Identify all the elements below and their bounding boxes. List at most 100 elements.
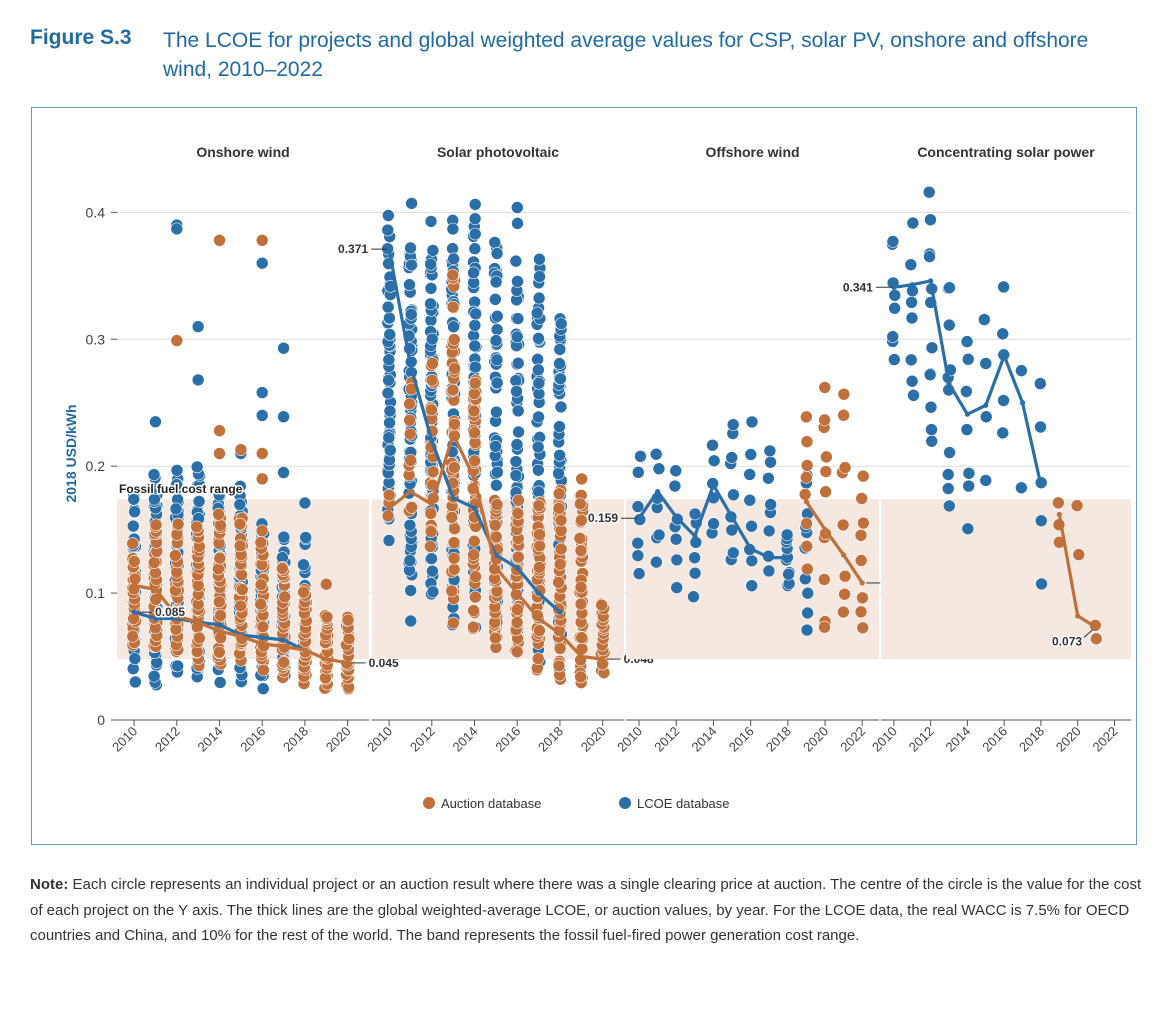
lcoe-project-point (924, 213, 937, 226)
lcoe-project-point (800, 623, 814, 637)
auction-result-point (405, 501, 418, 514)
lcoe-project-point (925, 434, 939, 448)
auction-result-point (403, 427, 417, 441)
lcoe-weighted-average-line-marker (1038, 482, 1044, 488)
auction-weighted-average-line-marker (345, 660, 351, 666)
lcoe-project-point (996, 327, 1010, 341)
auction-result-point (489, 631, 502, 645)
auction-weighted-average-line-marker (1093, 624, 1099, 630)
lcoe-project-point (490, 405, 503, 419)
lcoe-project-point (707, 454, 721, 468)
x-tick-label: 2014 (942, 724, 973, 755)
auction-result-point (445, 584, 459, 598)
auction-weighted-average-line-marker (822, 527, 828, 533)
lcoe-project-point (255, 256, 269, 270)
lcoe-project-point (631, 466, 645, 479)
lcoe-project-point (447, 320, 460, 334)
auction-result-point (510, 616, 524, 629)
lcoe-project-point (886, 235, 900, 248)
auction-result-point (426, 465, 440, 479)
lcoe-weighted-average-line-marker (655, 488, 661, 495)
value-annotation: 0.341 (843, 280, 873, 294)
lcoe-project-point (191, 320, 205, 333)
x-tick-label: 2012 (407, 724, 438, 755)
auction-result-point (552, 502, 566, 515)
auction-result-point (171, 517, 185, 531)
auction-result-point (382, 488, 396, 502)
lcoe-project-point (925, 341, 939, 355)
x-tick-label: 2010 (869, 724, 900, 755)
lcoe-project-point (190, 460, 204, 474)
x-tick-label: 2010 (109, 724, 140, 755)
lcoe-project-point (510, 385, 523, 398)
lcoe-weighted-average-line-marker (766, 554, 772, 561)
auction-result-point (819, 485, 832, 499)
auction-result-point (554, 513, 568, 527)
lcoe-project-point (997, 280, 1010, 294)
auction-result-point (837, 387, 851, 401)
lcoe-project-point (745, 579, 759, 593)
auction-result-point (1052, 496, 1065, 510)
auction-result-point (552, 659, 566, 673)
lcoe-project-point (383, 443, 397, 457)
lcoe-project-point (532, 387, 546, 401)
auction-result-point (254, 536, 268, 549)
lcoe-project-point (997, 394, 1010, 407)
auction-weighted-average-line-marker (386, 505, 392, 511)
auction-weighted-average-line-marker (407, 488, 414, 495)
auction-result-point (855, 492, 868, 505)
auction-result-point (424, 540, 437, 553)
auction-result-point (233, 517, 247, 531)
auction-result-point (857, 516, 870, 530)
lcoe-project-point (745, 519, 758, 533)
lcoe-project-point (943, 281, 956, 295)
lcoe-project-point (404, 584, 417, 597)
lcoe-project-point (170, 464, 184, 477)
lcoe-project-point (923, 250, 936, 263)
lcoe-project-point (447, 252, 460, 266)
auction-weighted-average-line-marker (302, 647, 308, 653)
lcoe-project-point (511, 356, 525, 370)
lcoe-weighted-average-line-marker (1001, 353, 1007, 359)
lcoe-weighted-average-line-marker (259, 634, 265, 641)
lcoe-project-point (298, 496, 312, 510)
lcoe-project-point (743, 468, 756, 481)
auction-result-point (552, 487, 566, 500)
auction-result-point (234, 443, 248, 456)
auction-result-point (342, 632, 356, 645)
lcoe-project-point (532, 291, 546, 305)
lcoe-project-point (1034, 377, 1047, 390)
x-tick-label: 2010 (614, 724, 645, 755)
lcoe-project-point (127, 492, 141, 506)
auction-result-point (213, 234, 226, 247)
value-annotation: 0.073 (1052, 634, 1082, 648)
lcoe-project-point (979, 410, 993, 424)
auction-result-point (532, 499, 546, 512)
lcoe-project-point (509, 374, 523, 388)
lcoe-project-point (763, 444, 777, 458)
auction-result-point (467, 620, 480, 634)
auction-result-point (255, 234, 269, 247)
panel-onshore-wind: Onshore wind 2010 2012 2014 2016 2018 2020 0.08… (109, 144, 400, 755)
y-axis-label: 2018 USD/kWh (63, 404, 79, 502)
lcoe-project-point (509, 455, 523, 468)
auction-weighted-average-line-marker (195, 619, 201, 625)
lcoe-project-point (277, 466, 290, 479)
lcoe-project-point (554, 400, 568, 414)
auction-result-point (126, 537, 139, 550)
auction-weighted-average-line-marker (238, 633, 244, 639)
lcoe-project-point (532, 485, 545, 499)
lcoe-project-point (960, 335, 974, 348)
lcoe-project-point (1015, 364, 1028, 377)
lcoe-project-point (762, 471, 775, 485)
legend-item: LCOE database (619, 796, 730, 811)
lcoe-project-point (631, 549, 645, 562)
auction-result-point (403, 397, 416, 411)
lcoe-weighted-average-line-marker (280, 637, 287, 643)
lcoe-project-point (424, 282, 438, 295)
auction-result-point (255, 472, 269, 486)
lcoe-weighted-average-line-marker (729, 514, 735, 520)
panel-solar-photovoltaic: Solar photovoltaic 2010 2012 2014 2016 2018 20… (337, 144, 656, 755)
auction-result-point (319, 577, 333, 591)
lcoe-weighted-average-line-marker (216, 622, 223, 628)
